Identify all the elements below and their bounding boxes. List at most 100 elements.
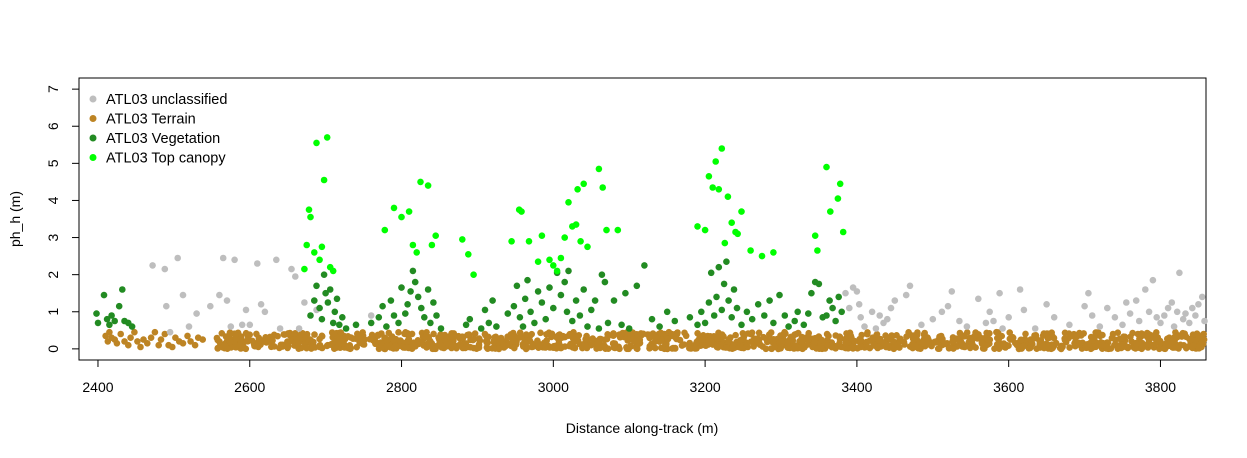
data-point bbox=[550, 262, 557, 269]
data-point bbox=[253, 260, 261, 267]
terrain-point bbox=[1127, 333, 1134, 341]
data-point bbox=[316, 256, 323, 264]
data-point bbox=[990, 317, 997, 325]
terrain-point bbox=[1138, 330, 1145, 337]
terrain-point bbox=[682, 332, 690, 340]
terrain-point bbox=[1180, 342, 1188, 349]
data-point bbox=[339, 314, 346, 321]
data-point bbox=[106, 321, 113, 329]
data-point bbox=[776, 291, 783, 299]
data-point bbox=[823, 312, 830, 319]
terrain-point bbox=[986, 336, 994, 344]
data-point bbox=[721, 239, 729, 247]
data-point bbox=[829, 304, 836, 312]
data-point bbox=[728, 219, 735, 226]
data-point bbox=[525, 238, 533, 245]
data-point bbox=[1031, 325, 1039, 332]
terrain-point bbox=[1187, 336, 1194, 344]
terrain-point bbox=[713, 343, 721, 350]
data-point bbox=[128, 323, 136, 330]
terrain-point bbox=[426, 342, 434, 349]
terrain-point bbox=[537, 329, 544, 337]
terrain-point bbox=[871, 341, 878, 349]
terrain-point bbox=[469, 336, 477, 344]
terrain-point bbox=[993, 328, 1000, 336]
terrain-point bbox=[610, 344, 618, 351]
data-point bbox=[313, 282, 320, 290]
terrain-point bbox=[397, 337, 404, 344]
data-point bbox=[1201, 317, 1208, 325]
terrain-point bbox=[702, 342, 710, 350]
terrain-point bbox=[390, 336, 397, 344]
terrain-point bbox=[482, 337, 490, 345]
terrain-point bbox=[1084, 341, 1092, 348]
data-point bbox=[963, 323, 971, 330]
data-point bbox=[839, 228, 847, 236]
data-point bbox=[375, 314, 383, 321]
terrain-point bbox=[250, 340, 258, 348]
terrain-point bbox=[465, 331, 473, 338]
data-point bbox=[1198, 293, 1206, 301]
terrain-point bbox=[916, 345, 924, 352]
data-point bbox=[149, 262, 156, 269]
data-point bbox=[814, 247, 821, 254]
data-point bbox=[811, 232, 819, 239]
terrain-point bbox=[225, 332, 233, 340]
data-point bbox=[459, 236, 466, 243]
terrain-point bbox=[284, 343, 292, 350]
data-point bbox=[402, 310, 409, 317]
data-point bbox=[1123, 299, 1130, 306]
terrain-point bbox=[414, 337, 422, 344]
data-point bbox=[791, 317, 798, 325]
data-point bbox=[432, 232, 440, 239]
data-point bbox=[307, 213, 314, 221]
data-point bbox=[1153, 314, 1160, 321]
terrain-point bbox=[216, 338, 223, 345]
data-point bbox=[119, 286, 126, 293]
data-point bbox=[342, 325, 350, 332]
terrain-point bbox=[1169, 344, 1177, 351]
terrain-point bbox=[816, 345, 823, 353]
terrain-point bbox=[1066, 344, 1073, 351]
terrain-point bbox=[430, 330, 437, 338]
terrain-point bbox=[991, 345, 998, 353]
data-point bbox=[131, 328, 138, 336]
data-point bbox=[868, 308, 876, 316]
data-point bbox=[301, 299, 308, 306]
data-point bbox=[855, 301, 863, 308]
terrain-point bbox=[1022, 330, 1029, 338]
data-point bbox=[379, 302, 386, 310]
terrain-point bbox=[345, 342, 352, 350]
data-point bbox=[518, 208, 525, 215]
data-point bbox=[577, 238, 584, 245]
terrain-point bbox=[377, 339, 385, 346]
terrain-point bbox=[221, 342, 229, 349]
data-point bbox=[800, 321, 808, 329]
data-point bbox=[808, 289, 815, 297]
data-point bbox=[598, 271, 606, 279]
legend-label: ATL03 Top canopy bbox=[106, 151, 226, 167]
data-point bbox=[411, 278, 419, 286]
y-axis: 0 1 2 3 4 5 6 7 bbox=[45, 85, 80, 353]
data-point bbox=[301, 265, 308, 273]
terrain-point bbox=[339, 340, 347, 347]
data-point bbox=[618, 321, 625, 329]
data-point bbox=[94, 319, 102, 327]
data-point bbox=[754, 301, 762, 308]
terrain-point bbox=[484, 345, 492, 353]
data-point bbox=[705, 173, 713, 180]
terrain-point bbox=[459, 333, 466, 341]
y-tick-label: 6 bbox=[45, 122, 61, 130]
data-point bbox=[884, 315, 891, 323]
terrain-point bbox=[864, 343, 871, 351]
data-point bbox=[725, 297, 732, 304]
data-point bbox=[510, 302, 518, 310]
data-point bbox=[405, 208, 413, 215]
data-point bbox=[413, 249, 421, 256]
data-point bbox=[572, 221, 580, 228]
data-point bbox=[409, 241, 417, 249]
data-point bbox=[823, 163, 830, 171]
data-point bbox=[329, 267, 337, 275]
terrain-point bbox=[523, 331, 530, 338]
